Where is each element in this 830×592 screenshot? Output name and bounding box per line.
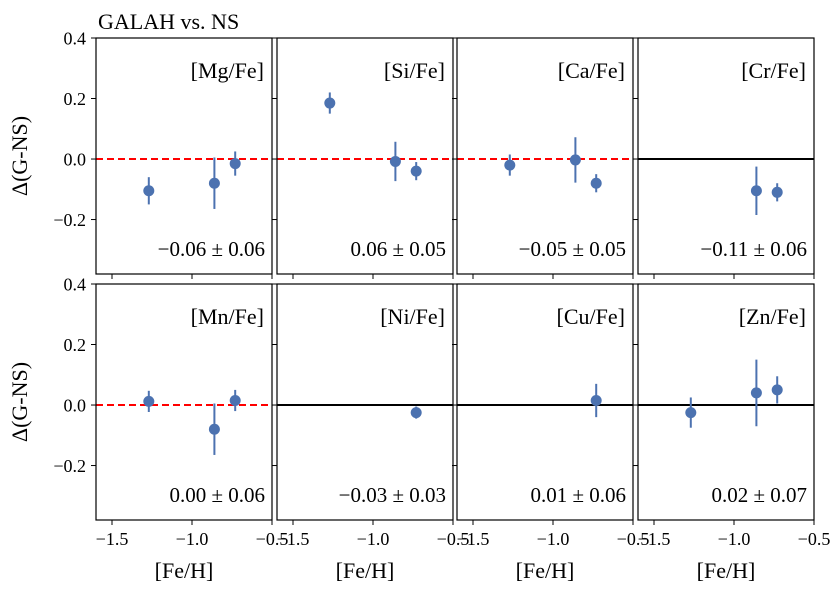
panel-frame [276,283,454,521]
data-point [143,395,155,407]
panel-sife: [Si/Fe] 0.06 ± 0.05 [272,37,454,279]
panel-frame [276,37,454,275]
panel-nife: −1.5 −1.0 −0.5 [Ni/Fe] −0.03 ± 0.03 [Fe/H] [272,283,470,583]
summary-label: 0.02 ± 0.07 [711,483,807,507]
panel-crfe: [Cr/Fe] −0.11 ± 0.06 [633,37,815,279]
data-point [229,394,241,406]
y-tick-label: 0.4 [64,29,87,49]
x-tick-label: −0.5 [798,529,830,549]
x-tick-label: −1.0 [357,529,390,549]
data-point [143,185,155,197]
element-label: [Mn/Fe] [191,304,264,329]
data-point [208,177,220,189]
summary-label: −0.03 ± 0.03 [339,483,446,507]
data-point [569,154,581,166]
x-tick-label: −0.5 [256,529,289,549]
panel-frame [95,283,273,521]
summary-label: 0.01 ± 0.06 [530,483,626,507]
x-tick-label: −1.0 [176,529,209,549]
element-label: [Zn/Fe] [739,304,806,329]
panel-cufe: −1.5 −1.0 −0.5 [Cu/Fe] 0.01 ± 0.06 [Fe/H] [452,283,650,583]
x-tick-label: −1.5 [457,529,490,549]
y-tick-label: 0.2 [64,89,87,109]
panel-frame [637,283,815,521]
data-point [590,177,602,189]
panel-cafe: [Ca/Fe] −0.05 ± 0.05 [452,37,634,279]
summary-label: −0.11 ± 0.06 [700,237,807,261]
data-point [229,158,241,170]
figure-title: GALAH vs. NS [98,9,239,34]
panel-frame [456,283,634,521]
panel-frame [95,37,273,275]
data-point [410,165,422,177]
element-label: [Ni/Fe] [380,304,445,329]
element-label: [Cr/Fe] [741,58,806,83]
summary-label: −0.06 ± 0.06 [158,237,265,261]
data-point [750,387,762,399]
data-point [590,394,602,406]
y-tick-label: −0.2 [53,456,86,476]
y-tick-label: 0.0 [64,150,87,170]
panel-znfe: −1.5 −1.0 −0.5 [Zn/Fe] 0.02 ± 0.07 [Fe/H] [633,283,830,583]
summary-label: 0.06 ± 0.05 [350,237,446,261]
element-label: [Si/Fe] [384,58,445,83]
data-point [685,407,697,419]
y-tick-label: 0.2 [64,335,87,355]
x-axis-label: [Fe/H] [336,558,395,583]
x-tick-label: −0.5 [617,529,650,549]
y-axis-label: Δ(G-NS) [7,362,32,442]
data-point [750,185,762,197]
panel-frame [637,37,815,275]
element-label: [Mg/Fe] [191,58,264,83]
x-axis-label: [Fe/H] [697,558,756,583]
panel-mgfe: −0.2 0.0 0.2 0.4 [Mg/Fe] −0.06 ± 0.06 [53,29,273,279]
data-point [389,155,401,167]
y-axis-label: Δ(G-NS) [7,116,32,196]
data-point [410,407,422,419]
x-tick-label: −1.0 [718,529,751,549]
panel-frame [456,37,634,275]
summary-label: 0.00 ± 0.06 [169,483,265,507]
y-tick-label: −0.2 [53,210,86,230]
x-axis-label: [Fe/H] [516,558,575,583]
element-label: [Ca/Fe] [558,58,625,83]
element-label: [Cu/Fe] [557,304,625,329]
y-tick-label: 0.4 [64,275,87,295]
y-tick-label: 0.0 [64,396,87,416]
data-point [504,159,516,171]
x-tick-label: −1.5 [277,529,310,549]
x-axis-label: [Fe/H] [155,558,214,583]
data-point [771,186,783,198]
data-point [324,97,336,109]
x-tick-label: −0.5 [437,529,470,549]
data-point [208,423,220,435]
x-tick-label: −1.5 [96,529,129,549]
summary-label: −0.05 ± 0.05 [519,237,626,261]
x-tick-label: −1.5 [638,529,671,549]
x-tick-label: −1.0 [537,529,570,549]
data-point [771,384,783,396]
panel-mnfe: −0.2 0.0 0.2 0.4 −1.5 −1.0 −0.5 [Mn/Fe] 0.00 ± 0… [53,275,288,584]
